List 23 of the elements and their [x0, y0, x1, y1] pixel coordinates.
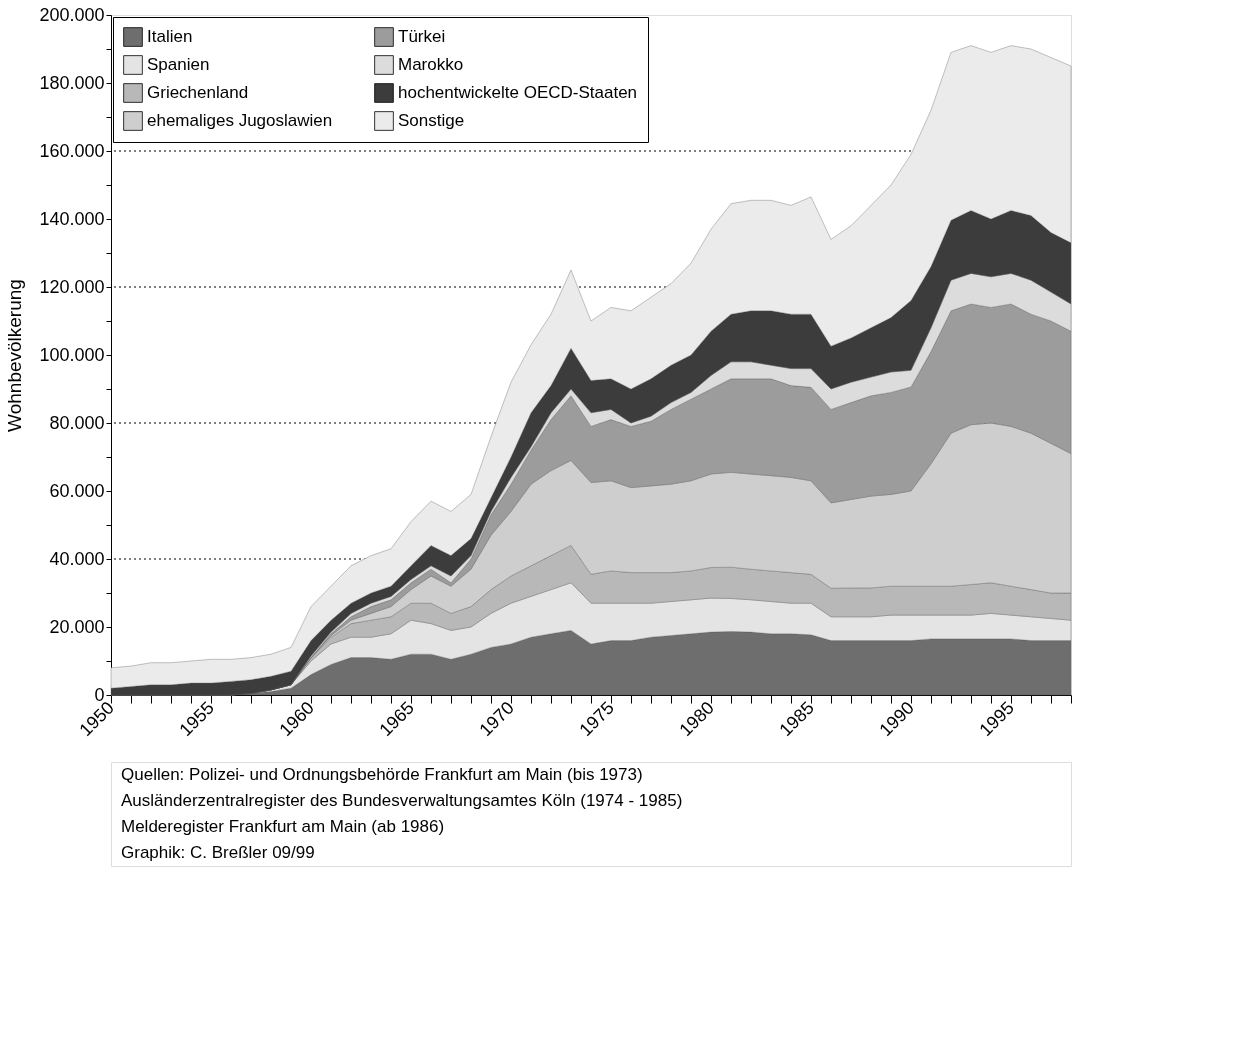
legend-label: hochentwickelte OECD-Staaten	[398, 83, 638, 102]
y-tick-label: 200.000	[39, 4, 105, 25]
y-tick-label: 140.000	[39, 208, 105, 229]
text: Ausländerzentralregister des Bundesverwaltungsamtes Köln (1974 - 1985)	[121, 791, 683, 810]
y-tick-label: 180.000	[39, 72, 105, 93]
legend-label: Griechenland	[147, 83, 249, 102]
y-tick-label: 60.000	[49, 480, 105, 501]
y-tick-label: 80.000	[49, 412, 105, 433]
legend-label: Türkei	[398, 27, 446, 47]
y-tick-label: 40.000	[49, 548, 105, 569]
y-axis-title: Wohnbevölkerung	[4, 279, 26, 432]
y-tick-label: 100.000	[39, 344, 105, 365]
text: Melderegister Frankfurt am Main (ab 1986)	[121, 817, 445, 836]
y-tick-label: 160.000	[39, 140, 105, 161]
source-note: Quellen: Polizei- und Ordnungsbehörde Frankfurt am Main (bis 1973)	[121, 765, 643, 784]
y-tick-label: 20.000	[49, 616, 105, 637]
text: Graphik: C. Breßler 09/99	[121, 843, 315, 862]
legend-label: Italien	[147, 27, 193, 47]
legend-label: ehemaliges Jugoslawien	[147, 111, 333, 130]
legend-label: Marokko	[398, 55, 464, 74]
y-tick-label: 120.000	[39, 276, 105, 297]
legend-label: Spanien	[147, 55, 210, 74]
legend-label: Sonstige	[398, 111, 465, 130]
